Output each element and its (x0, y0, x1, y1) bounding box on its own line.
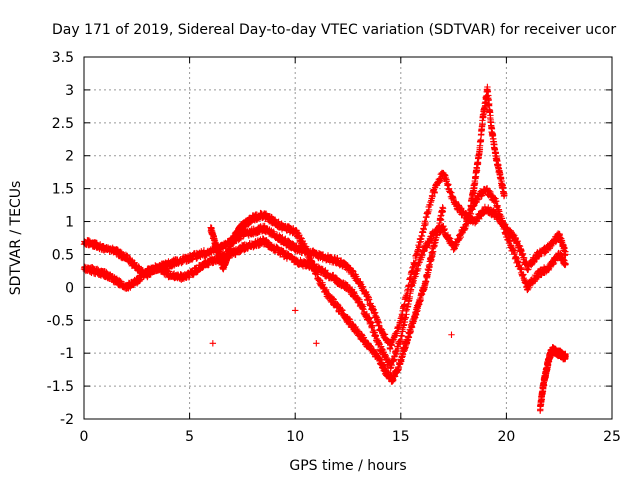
y-tick-label: 3 (65, 83, 74, 99)
x-tick-label: 0 (80, 429, 89, 445)
data-point (422, 219, 429, 227)
y-tick-label: 1 (65, 215, 74, 231)
y-tick-label: 2 (65, 149, 74, 165)
y-tick-label: -1 (60, 346, 74, 362)
y-tick-label: -1.5 (47, 379, 74, 395)
y-tick-label: -2 (60, 412, 74, 428)
data-point (448, 189, 455, 196)
data-point (456, 203, 463, 211)
y-tick-label: 0.5 (52, 247, 74, 263)
y-tick-label: -0.5 (47, 313, 74, 329)
data-point (363, 310, 371, 318)
data-point (366, 315, 373, 322)
data-point (241, 246, 248, 254)
x-axis-label: GPS time / hours (289, 458, 406, 474)
data-points (80, 83, 569, 414)
data-point (431, 189, 438, 197)
data-point (369, 322, 376, 330)
x-tick-label: 15 (392, 429, 410, 445)
y-tick-label: 1.5 (52, 182, 74, 198)
y-tick-label: 0 (65, 280, 74, 296)
data-point (388, 342, 395, 349)
x-tick-label: 25 (603, 429, 621, 445)
y-tick-label: 3.5 (52, 50, 74, 66)
data-point (561, 245, 568, 252)
y-tick-label: 2.5 (52, 116, 74, 132)
x-tick-label: 10 (286, 429, 304, 445)
data-point (136, 277, 144, 285)
data-point (232, 251, 239, 258)
data-point (402, 314, 409, 321)
y-axis-label: SDTVAR / TECUs (8, 181, 24, 296)
x-tick-label: 5 (185, 429, 194, 445)
data-point (388, 361, 395, 369)
data-point (457, 205, 465, 212)
data-point (398, 333, 406, 340)
data-point (562, 251, 569, 258)
data-point (412, 273, 419, 280)
chart-title: Day 171 of 2019, Sidereal Day-to-day VTE… (52, 22, 616, 38)
x-tick-label: 20 (497, 429, 515, 445)
